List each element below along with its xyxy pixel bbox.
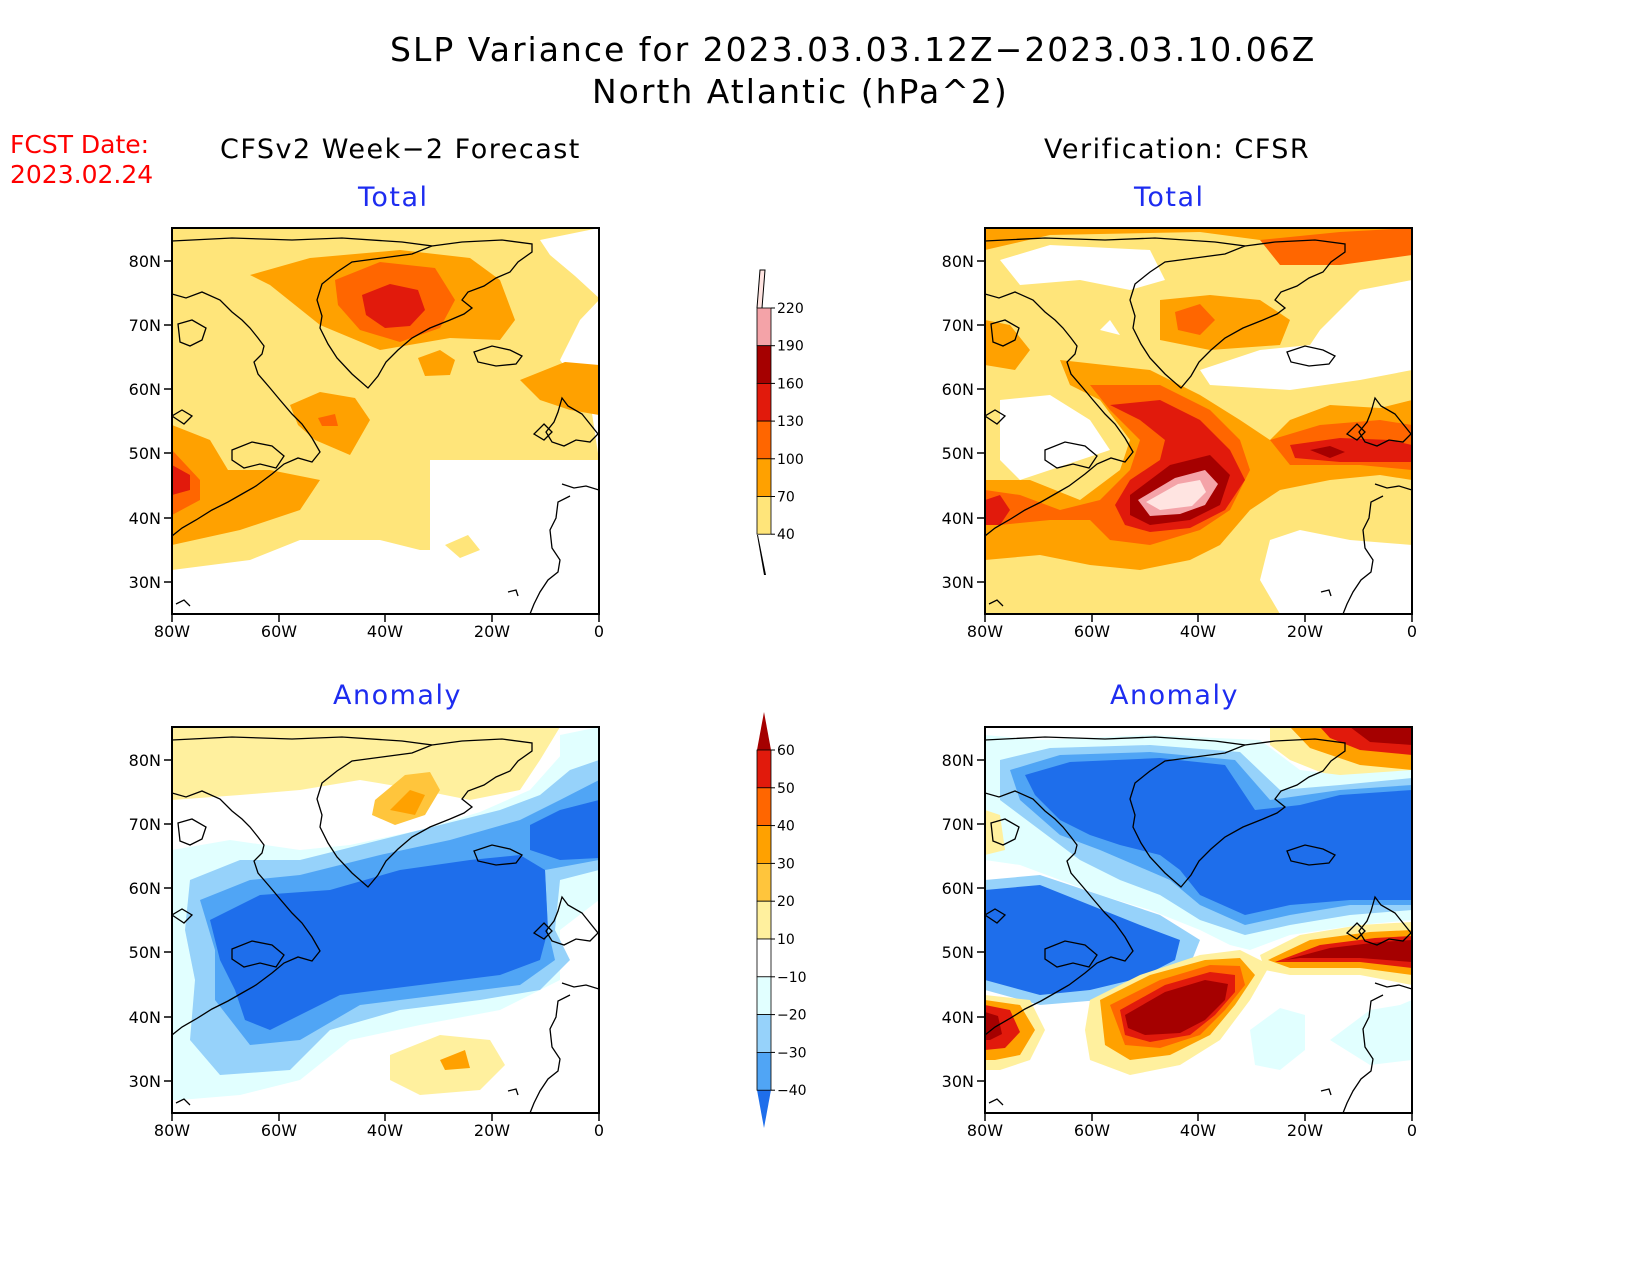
colorbar-label: 50 [777, 781, 795, 797]
colorbar-swatch [756, 787, 772, 826]
lat-label: 70N [942, 815, 974, 834]
lat-label: 30N [129, 1072, 161, 1091]
lat-label: 70N [129, 316, 161, 335]
verification-total-title: Total [1134, 182, 1205, 213]
lat-label: 60N [129, 380, 161, 399]
colorbar-swatch [756, 825, 772, 864]
lat-label: 40N [942, 1008, 974, 1027]
total-colorbar: 220 190 160 130 100 70 40 [756, 269, 804, 575]
forecast-anomaly-title: Anomaly [333, 680, 462, 711]
anomaly-colorbar: 60 50 40 30 20 10 −10 −20 −30 −40 [756, 712, 807, 1128]
colorbar-swatch [756, 863, 772, 902]
lon-label: 40W [1180, 1121, 1216, 1140]
colorbar-label: 10 [777, 932, 795, 948]
colorbar-label: 30 [777, 856, 795, 872]
lon-label: 0 [594, 622, 604, 641]
colorbar-swatch [756, 1052, 772, 1091]
lon-label: 20W [474, 622, 510, 641]
chart-subtitle: North Atlantic (hPa^2) [592, 72, 1009, 111]
colorbar-label: 220 [777, 301, 804, 317]
lat-label: 80N [129, 751, 161, 770]
lat-label: 80N [129, 252, 161, 271]
lon-label: 20W [1287, 1121, 1323, 1140]
verification-anomaly-title: Anomaly [1110, 680, 1239, 711]
left-column-title: CFSv2 Week−2 Forecast [220, 134, 581, 165]
lon-label: 0 [1407, 622, 1417, 641]
lon-label: 60W [1074, 1121, 1110, 1140]
colorbar-label: −20 [777, 1008, 807, 1024]
colorbar-label: 160 [777, 376, 804, 392]
lat-label: 30N [942, 1072, 974, 1091]
colorbar-label: 70 [777, 490, 795, 506]
colorbar-swatch [756, 420, 772, 460]
lon-label: 0 [594, 1121, 604, 1140]
colorbar-label: −10 [777, 970, 807, 986]
lon-label: 20W [474, 1121, 510, 1140]
lat-label: 60N [942, 380, 974, 399]
lat-label: 50N [129, 444, 161, 463]
lat-label: 80N [942, 252, 974, 271]
lat-label: 50N [942, 943, 974, 962]
forecast-anomaly-map [171, 726, 600, 1114]
colorbar-label: 60 [777, 743, 795, 759]
lon-label: 40W [367, 1121, 403, 1140]
lon-label: 80W [967, 622, 1003, 641]
fcst-date-value: 2023.02.24 [10, 160, 154, 189]
colorbar-swatch [756, 938, 772, 978]
chart-title: SLP Variance for 2023.03.03.12Z−2023.03.… [390, 30, 1317, 69]
colorbar-label: −40 [777, 1083, 807, 1099]
forecast-total-title: Total [358, 182, 429, 213]
colorbar-label: 20 [777, 894, 795, 910]
fcst-date-label: FCST Date: [10, 130, 150, 159]
colorbar-label: 40 [777, 527, 795, 543]
lat-label: 80N [942, 751, 974, 770]
lat-label: 30N [129, 573, 161, 592]
lon-label: 40W [1180, 622, 1216, 641]
colorbar-swatch [756, 458, 772, 497]
lat-label: 70N [129, 815, 161, 834]
verification-anomaly-map [984, 726, 1413, 1114]
lon-label: 40W [367, 622, 403, 641]
lat-label: 50N [129, 943, 161, 962]
lat-label: 40N [129, 509, 161, 528]
colorbar-swatch [756, 1014, 772, 1053]
lon-label: 60W [261, 1121, 297, 1140]
colorbar-swatch [756, 496, 772, 535]
colorbar-swatch [756, 749, 772, 789]
lat-label: 40N [129, 1008, 161, 1027]
lat-label: 40N [942, 509, 974, 528]
lon-label: 80W [967, 1121, 1003, 1140]
right-column-title: Verification: CFSR [1044, 134, 1311, 165]
lon-label: 60W [261, 622, 297, 641]
lat-label: 60N [129, 879, 161, 898]
colorbar-swatch [756, 307, 772, 347]
colorbar-swatch [756, 345, 772, 384]
colorbar-label: 40 [777, 819, 795, 835]
lon-label: 0 [1407, 1121, 1417, 1140]
colorbar-swatch [756, 382, 772, 422]
map-axes: 80N 70N 60N 50N 40N 30N 80W 60W 40W 20W 0 80N 70N 60N… [129, 252, 1417, 1140]
colorbar-label: 100 [777, 452, 804, 468]
colorbar-swatch [756, 900, 772, 940]
lat-label: 50N [942, 444, 974, 463]
lat-label: 60N [942, 879, 974, 898]
colorbar-label: −30 [777, 1045, 807, 1061]
lat-label: 70N [942, 316, 974, 335]
colorbar-swatch [756, 976, 772, 1015]
lon-label: 60W [1074, 622, 1110, 641]
verification-total-map [984, 227, 1413, 615]
lat-label: 30N [942, 573, 974, 592]
colorbar-label: 130 [777, 414, 804, 430]
forecast-total-map [171, 227, 600, 615]
lon-label: 80W [154, 1121, 190, 1140]
lon-label: 20W [1287, 622, 1323, 641]
colorbar-label: 190 [777, 339, 804, 355]
lon-label: 80W [154, 622, 190, 641]
